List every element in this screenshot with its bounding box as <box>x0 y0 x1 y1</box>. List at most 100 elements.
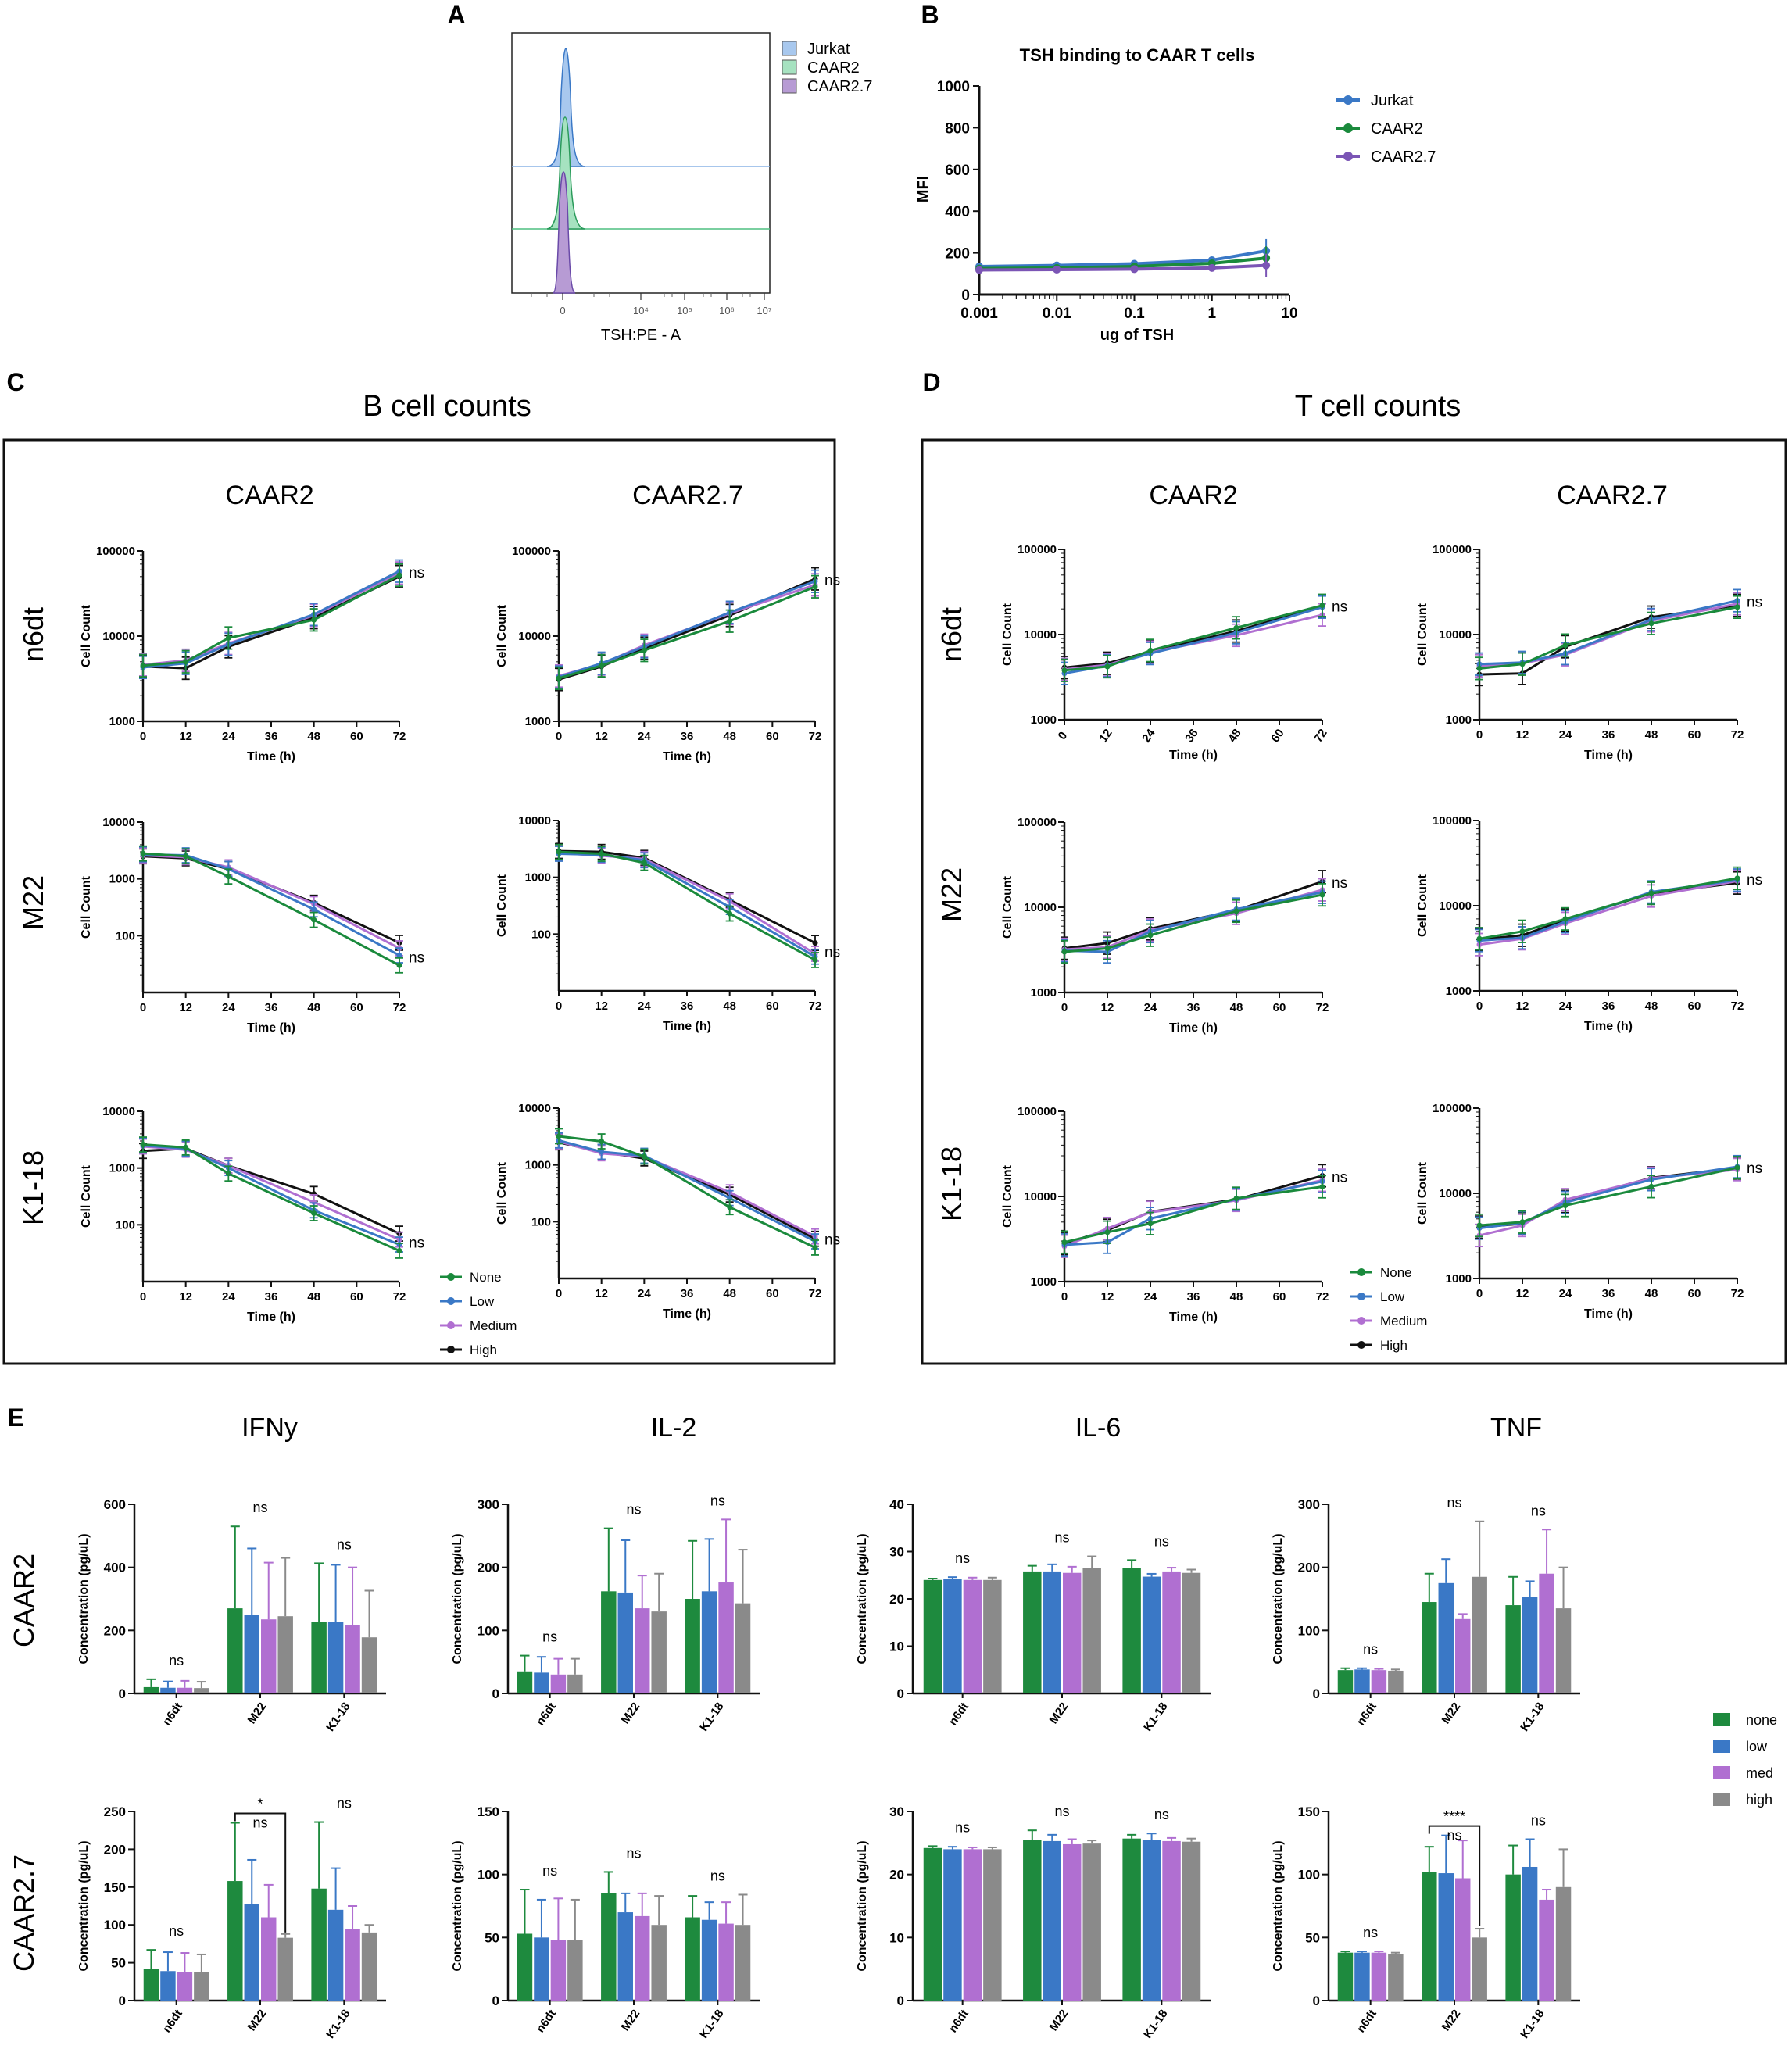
series-line-medium <box>142 571 400 667</box>
x-tick-label: 0 <box>140 730 146 743</box>
bar-low <box>160 1687 176 1693</box>
y-tick-label: 0 <box>119 1686 126 1701</box>
data-point <box>1648 1183 1654 1189</box>
x-tick-label: 48 <box>1645 728 1658 742</box>
bar-high <box>651 1925 667 2001</box>
y-axis-label: Concentration (pg/uL) <box>77 1533 91 1664</box>
x-axis-label: Time (h) <box>1169 1021 1218 1035</box>
bar-high <box>567 1940 583 2001</box>
y-tick-label: 100000 <box>512 545 551 558</box>
x-tick-label: 48 <box>1230 1001 1243 1014</box>
ns-annotation: ns <box>626 1845 641 1861</box>
series-line-none <box>1479 1166 1738 1227</box>
panel-b-legend-label: Jurkat <box>1371 92 1414 109</box>
y-tick-label: 100 <box>478 1623 499 1638</box>
y-tick-label: 100000 <box>1433 814 1472 828</box>
y-tick-label: 10000 <box>1024 901 1057 914</box>
data-point <box>812 957 818 963</box>
y-tick-label: 0 <box>492 1686 499 1701</box>
x-axis-label: Time (h) <box>247 750 295 763</box>
row-label-k1-18: K1-18 <box>935 1146 968 1221</box>
x-tick-label: 48 <box>1225 727 1243 745</box>
ns-annotation: ns <box>409 949 424 966</box>
y-tick-label: 1000 <box>1446 1272 1472 1286</box>
bar-med <box>635 1608 650 1693</box>
x-tick-label: 24 <box>1559 999 1572 1013</box>
x-tick-label: M22 <box>1440 2008 1464 2034</box>
y-tick-label: 100000 <box>1018 816 1057 829</box>
bar-med <box>963 1849 982 2001</box>
data-point <box>599 1139 605 1145</box>
y-tick-label: 100000 <box>1433 543 1472 556</box>
bar-low <box>1438 1873 1454 2001</box>
y-axis-label: Concentration (pg/uL) <box>77 1840 91 1971</box>
series-line-low <box>142 570 400 669</box>
data-point <box>641 1153 647 1160</box>
bar-legend-label-low: low <box>1746 1739 1768 1754</box>
x-tick-label: 0 <box>556 1287 562 1300</box>
series-line-high <box>142 855 400 944</box>
x-axis-label: Time (h) <box>663 1307 711 1321</box>
y-axis-label: Cell Count <box>495 604 509 667</box>
panel-b-point <box>1053 265 1061 274</box>
data-point <box>1147 1221 1154 1227</box>
x-tick-label: 24 <box>222 1290 235 1303</box>
y-tick-label: 1000 <box>525 871 551 885</box>
y-tick-label: 100000 <box>96 545 135 558</box>
data-point <box>1648 620 1654 627</box>
legend-marker-medium <box>447 1321 455 1329</box>
data-point <box>556 849 562 855</box>
legend-label-medium: Medium <box>470 1318 517 1333</box>
bar-none <box>517 1933 533 2001</box>
data-point <box>1233 908 1239 914</box>
data-point <box>225 1171 231 1177</box>
ns-annotation: ns <box>252 1815 267 1831</box>
y-tick-label: 250 <box>104 1804 126 1819</box>
y-tick-label: 50 <box>1305 1930 1320 1945</box>
x-tick-label: 0 <box>1476 728 1483 742</box>
x-tick-label: 0 <box>140 1290 146 1303</box>
y-tick-label: 100000 <box>1018 543 1057 556</box>
bar-none <box>923 1847 942 2001</box>
y-axis-label: Cell Count <box>1001 875 1014 939</box>
y-tick-label: 1000 <box>1031 1275 1057 1289</box>
bar-legend-label-med: med <box>1746 1765 1773 1781</box>
ns-annotation: ns <box>1054 1804 1069 1819</box>
series-line-high <box>142 1147 400 1235</box>
y-tick-label: 100 <box>531 928 551 941</box>
bar-low <box>1438 1582 1454 1693</box>
x-tick-label: n6dt <box>534 1700 559 1729</box>
x-tick-label: 60 <box>1273 1001 1286 1014</box>
x-tick-label: K1-18 <box>1518 2008 1547 2041</box>
bar-low <box>617 1592 633 1693</box>
x-tick-label: 72 <box>1311 727 1329 745</box>
data-point <box>1061 949 1068 955</box>
bar-legend-label-none: none <box>1746 1712 1777 1728</box>
bar-none <box>601 1893 617 2001</box>
bar-med <box>550 1674 567 1693</box>
significance-bracket <box>1428 1825 1481 1926</box>
y-axis-label: Cell Count <box>80 1164 93 1228</box>
legend-label-none: None <box>470 1270 502 1285</box>
y-axis-label: Cell Count <box>80 875 93 939</box>
y-tick-label: 0 <box>897 1686 904 1701</box>
y-tick-label: 100 <box>104 1918 126 1933</box>
ns-annotation: ns <box>337 1796 352 1811</box>
data-point <box>311 906 317 913</box>
y-axis-label: Cell Count <box>1416 874 1429 937</box>
bar-legend-label-high: high <box>1746 1792 1772 1808</box>
series-line-none <box>1064 1185 1323 1244</box>
bar-legend-swatch-med <box>1713 1766 1730 1779</box>
data-point <box>311 617 317 623</box>
y-tick-label: 10000 <box>518 630 551 643</box>
row-label-m22: M22 <box>935 867 968 922</box>
series-line-low <box>558 853 816 958</box>
data-point <box>183 1144 189 1150</box>
y-axis-label: Cell Count <box>1001 603 1014 666</box>
x-tick-label: 72 <box>1316 1001 1329 1014</box>
ns-annotation: ns <box>169 1923 184 1939</box>
y-tick-label: 10000 <box>102 630 135 643</box>
bar-none <box>311 1888 327 2001</box>
ns-annotation: ns <box>1332 875 1347 892</box>
legend-marker-none <box>1357 1268 1365 1276</box>
